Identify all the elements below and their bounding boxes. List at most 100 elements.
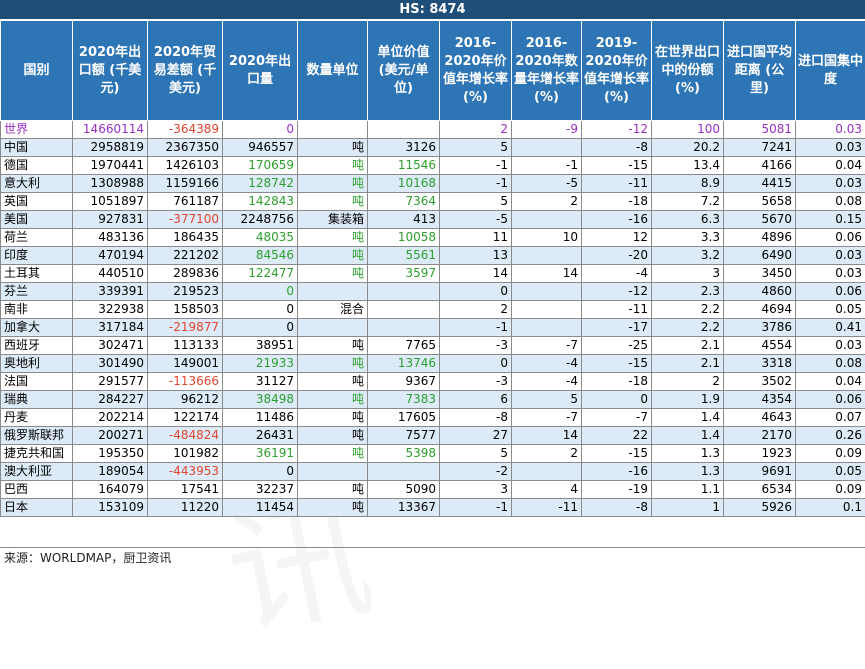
world-share-cell: 1.1 <box>652 481 724 499</box>
concentration-cell: 0.03 <box>796 139 865 157</box>
value-growth-2016-2020-cell: -8 <box>440 409 512 427</box>
quantity-unit-cell: 吨 <box>298 157 368 175</box>
export-quantity-cell: 11454 <box>223 499 298 517</box>
quantity-unit-cell: 吨 <box>298 427 368 445</box>
trade-balance-cell: 101982 <box>148 445 223 463</box>
country-cell: 瑞典 <box>1 391 73 409</box>
value-growth-2019-2020-cell: -12 <box>582 283 652 301</box>
concentration-cell: 0.03 <box>796 121 865 139</box>
value-growth-2019-2020-cell: -16 <box>582 463 652 481</box>
quantity-growth-2016-2020-cell: -11 <box>512 499 582 517</box>
export-quantity-cell: 38498 <box>223 391 298 409</box>
quantity-unit-cell: 吨 <box>298 409 368 427</box>
value-growth-2016-2020-cell: -5 <box>440 211 512 229</box>
value-growth-2019-2020-cell: -4 <box>582 265 652 283</box>
export-quantity-cell: 2248756 <box>223 211 298 229</box>
export-value-cell: 301490 <box>73 355 148 373</box>
export-value-cell: 284227 <box>73 391 148 409</box>
export-value-cell: 189054 <box>73 463 148 481</box>
quantity-growth-2016-2020-cell: 10 <box>512 229 582 247</box>
export-value-cell: 291577 <box>73 373 148 391</box>
avg-distance-cell: 4354 <box>724 391 796 409</box>
value-growth-2019-2020-cell: -15 <box>582 445 652 463</box>
world-share-cell: 20.2 <box>652 139 724 157</box>
country-cell: 丹麦 <box>1 409 73 427</box>
export-quantity-cell: 946557 <box>223 139 298 157</box>
unit-value-cell: 413 <box>368 211 440 229</box>
value-growth-2019-2020-cell: -7 <box>582 409 652 427</box>
concentration-cell: 0.07 <box>796 409 865 427</box>
export-quantity-cell: 84546 <box>223 247 298 265</box>
country-cell: 俄罗斯联邦 <box>1 427 73 445</box>
country-cell: 印度 <box>1 247 73 265</box>
unit-value-cell: 13746 <box>368 355 440 373</box>
value-growth-2019-2020-cell: -8 <box>582 139 652 157</box>
value-growth-2019-2020-cell: -18 <box>582 193 652 211</box>
world-share-cell: 2.1 <box>652 337 724 355</box>
country-cell: 法国 <box>1 373 73 391</box>
value-growth-2019-2020-cell: -20 <box>582 247 652 265</box>
trade-balance-cell: 221202 <box>148 247 223 265</box>
table-title: HS: 8474 <box>0 0 865 20</box>
world-share-cell: 3.2 <box>652 247 724 265</box>
country-cell: 巴西 <box>1 481 73 499</box>
unit-value-cell: 7765 <box>368 337 440 355</box>
value-growth-2016-2020-cell: 3 <box>440 481 512 499</box>
export-quantity-cell: 0 <box>223 319 298 337</box>
country-cell: 芬兰 <box>1 283 73 301</box>
country-cell: 捷克共和国 <box>1 445 73 463</box>
trade-balance-cell: -443953 <box>148 463 223 481</box>
quantity-growth-2016-2020-cell <box>512 139 582 157</box>
value-growth-2019-2020-cell: -15 <box>582 157 652 175</box>
trade-balance-cell: 11220 <box>148 499 223 517</box>
quantity-growth-2016-2020-cell <box>512 319 582 337</box>
value-growth-2016-2020-cell: 14 <box>440 265 512 283</box>
value-growth-2019-2020-cell: -11 <box>582 301 652 319</box>
concentration-cell: 0.03 <box>796 175 865 193</box>
quantity-unit-cell: 吨 <box>298 373 368 391</box>
column-header: 进口国平均距离 (公里) <box>724 21 796 121</box>
column-header: 在世界出口中的份额 (%) <box>652 21 724 121</box>
unit-value-cell <box>368 283 440 301</box>
quantity-unit-cell <box>298 463 368 481</box>
unit-value-cell: 9367 <box>368 373 440 391</box>
country-cell: 南非 <box>1 301 73 319</box>
unit-value-cell: 3597 <box>368 265 440 283</box>
quantity-growth-2016-2020-cell: 2 <box>512 193 582 211</box>
avg-distance-cell: 4896 <box>724 229 796 247</box>
concentration-cell: 0.03 <box>796 337 865 355</box>
trade-balance-cell: 219523 <box>148 283 223 301</box>
world-share-cell: 3.3 <box>652 229 724 247</box>
value-growth-2019-2020-cell: -11 <box>582 175 652 193</box>
export-quantity-cell: 0 <box>223 121 298 139</box>
quantity-growth-2016-2020-cell: -1 <box>512 157 582 175</box>
trade-balance-cell: 761187 <box>148 193 223 211</box>
country-cell: 意大利 <box>1 175 73 193</box>
value-growth-2016-2020-cell: -3 <box>440 337 512 355</box>
concentration-cell: 0.06 <box>796 229 865 247</box>
export-value-cell: 339391 <box>73 283 148 301</box>
world-share-cell: 2.2 <box>652 301 724 319</box>
value-growth-2019-2020-cell: 0 <box>582 391 652 409</box>
world-share-cell: 2.1 <box>652 355 724 373</box>
value-growth-2019-2020-cell: 12 <box>582 229 652 247</box>
export-quantity-cell: 21933 <box>223 355 298 373</box>
value-growth-2016-2020-cell: -1 <box>440 319 512 337</box>
export-quantity-cell: 32237 <box>223 481 298 499</box>
trade-balance-cell: -219877 <box>148 319 223 337</box>
quantity-growth-2016-2020-cell: -7 <box>512 409 582 427</box>
world-share-cell: 13.4 <box>652 157 724 175</box>
concentration-cell: 0.41 <box>796 319 865 337</box>
value-growth-2016-2020-cell: -1 <box>440 157 512 175</box>
